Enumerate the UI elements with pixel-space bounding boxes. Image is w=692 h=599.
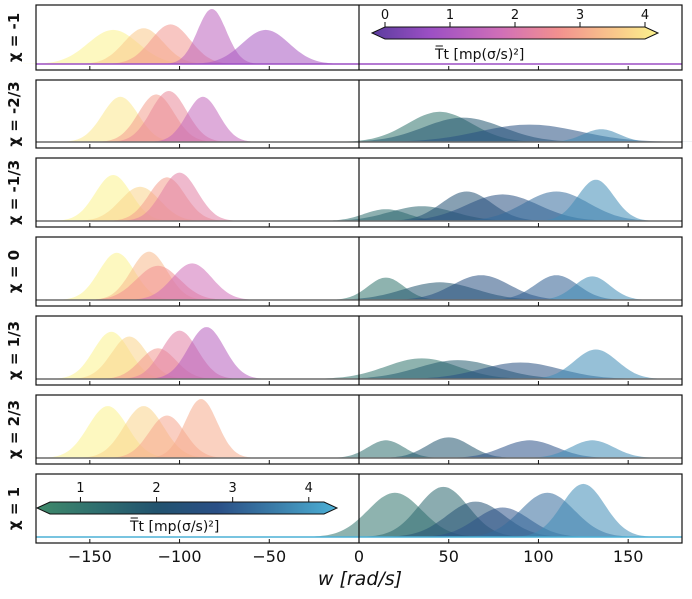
x-tick-label-2: −100 bbox=[158, 547, 202, 566]
x-tick-label-1: −150 bbox=[68, 547, 112, 566]
x-tick-label-7: 150 bbox=[613, 547, 644, 566]
colorbar-warm-tick-label-4: 3 bbox=[576, 8, 584, 23]
panel-label-4: χ = 0 bbox=[5, 250, 23, 293]
colorbar-warm-label: T̅t [mp(σ/s)²] bbox=[434, 45, 524, 63]
panel-label-6: χ = 2/3 bbox=[5, 400, 23, 459]
panel-label-7: χ = 1 bbox=[5, 487, 23, 530]
colorbar-warm: 0 1 2 3 4 T̅t [mp(σ/s)²] bbox=[372, 8, 658, 63]
x-tick-label-3: −50 bbox=[252, 547, 286, 566]
x-axis-label: w [rad/s] bbox=[318, 568, 402, 590]
x-tick-label-4: 0 bbox=[354, 547, 364, 566]
colorbar-warm-tick-label-1: 0 bbox=[381, 8, 389, 23]
panel-label-5: χ = 1/3 bbox=[5, 321, 23, 380]
colorbar-warm-tick-label-5: 4 bbox=[641, 8, 649, 23]
colorbar-cool-tick-label-4: 4 bbox=[305, 481, 313, 496]
colorbar-cool-label: T̅t [mp(σ/s)²] bbox=[129, 517, 219, 535]
panel-2 bbox=[36, 91, 692, 142]
x-tick-label-5: 50 bbox=[439, 547, 459, 566]
colorbar-warm-bar bbox=[372, 27, 658, 39]
panel-label-2: χ = -2/3 bbox=[5, 81, 23, 146]
panel-6 bbox=[29, 399, 682, 458]
colorbar-warm-tick-label-3: 2 bbox=[511, 8, 519, 23]
colorbar-cool-bar bbox=[37, 502, 337, 514]
panel-3 bbox=[36, 173, 686, 221]
colorbar-cool: 1 2 3 4 T̅t [mp(σ/s)²] bbox=[37, 481, 337, 535]
colorbar-cool-tick-label-2: 2 bbox=[152, 481, 160, 496]
colorbar-warm-tick-label-2: 1 bbox=[446, 8, 454, 23]
panel-label-1: χ = -1 bbox=[5, 13, 23, 62]
colorbar-cool-tick-label-3: 3 bbox=[229, 481, 237, 496]
colorbar-cool-tick-label-1: 1 bbox=[76, 481, 84, 496]
x-tick-label-6: 100 bbox=[523, 547, 554, 566]
panel-label-3: χ = -1/3 bbox=[5, 160, 23, 225]
